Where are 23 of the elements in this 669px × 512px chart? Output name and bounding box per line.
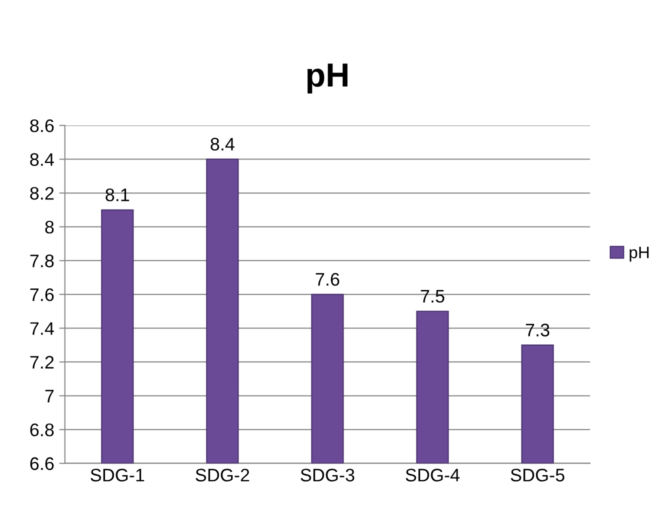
legend-label: pH (630, 246, 649, 262)
y-tick-label: 7.4 (30, 322, 54, 335)
y-tick-label: 8 (45, 220, 54, 234)
x-tick-label: SDG-4 (406, 468, 460, 482)
x-tick-label: SDG-3 (300, 468, 354, 482)
y-tick-label: 8.2 (30, 186, 54, 200)
data-label: 8.4 (210, 138, 234, 151)
y-tick-label: 7.8 (30, 254, 54, 268)
data-label: 7.5 (420, 290, 444, 303)
x-tick-label: SDG-1 (90, 468, 144, 482)
chart-title: pH (307, 64, 348, 94)
y-tick-label: 6.8 (30, 424, 54, 436)
data-label: 7.6 (316, 272, 340, 286)
x-tick-label: SDG-2 (196, 468, 250, 482)
data-label: 7.3 (526, 324, 550, 336)
y-tick-label: 7 (45, 390, 54, 402)
y-tick-label: 6.6 (30, 457, 54, 470)
data-label: 8.1 (106, 188, 130, 202)
y-tick-label: 8.6 (30, 119, 54, 132)
y-tick-label: 7.6 (30, 288, 54, 302)
x-tick-label: SDG-5 (510, 468, 564, 482)
y-tick-label: 7.2 (30, 356, 54, 369)
y-tick-label: 8.4 (30, 153, 54, 166)
